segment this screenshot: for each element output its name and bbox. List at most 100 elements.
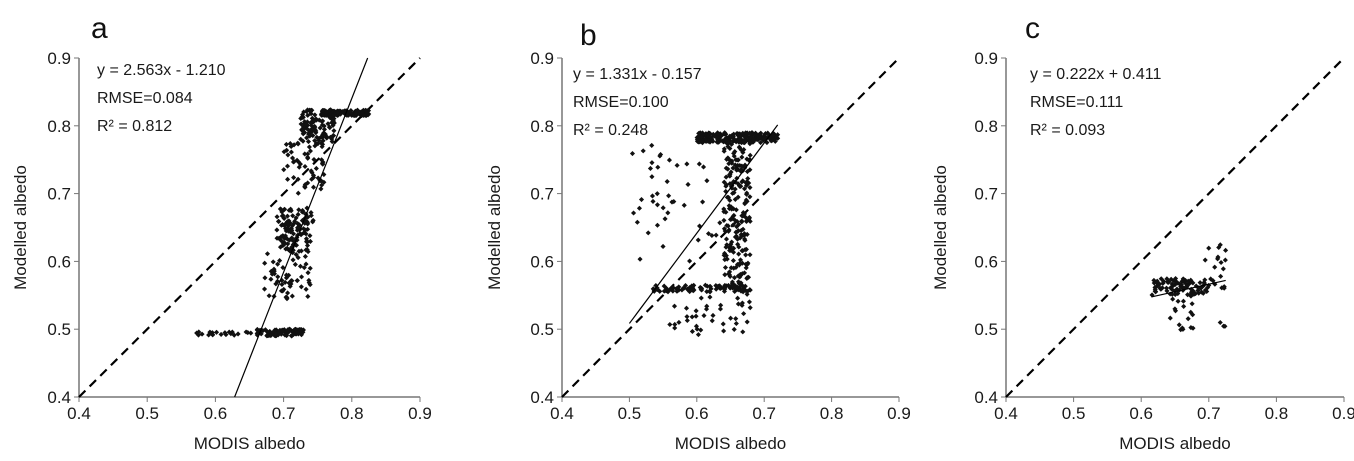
data-point [665, 210, 671, 216]
data-point [735, 295, 741, 301]
data-point [747, 152, 753, 158]
data-point [289, 293, 295, 299]
data-point [285, 290, 291, 296]
data-point [722, 272, 728, 278]
data-point [305, 270, 311, 276]
annotation-text: RMSE=0.100 [573, 94, 669, 111]
data-point [1158, 276, 1164, 282]
data-point [330, 117, 336, 123]
data-point [1197, 280, 1203, 286]
data-point [660, 243, 666, 250]
one-to-one-line [561, 57, 900, 398]
data-point [310, 217, 316, 223]
data-point [206, 332, 212, 338]
annotation-text: RMSE=0.084 [97, 90, 193, 107]
y-tick-label: 0.5 [530, 320, 554, 339]
data-point [666, 157, 672, 163]
data-point [235, 331, 241, 337]
data-point [1220, 266, 1226, 272]
data-point [696, 161, 702, 167]
one-to-one-line [1005, 57, 1345, 398]
data-point [690, 288, 696, 294]
data-point [666, 193, 672, 199]
data-point [693, 308, 699, 314]
x-tick-label: 0.4 [550, 404, 574, 423]
data-point [700, 199, 706, 205]
data-point [637, 256, 643, 262]
data-point [724, 256, 730, 262]
data-point [1152, 288, 1158, 294]
data-point [313, 165, 319, 172]
data-point [302, 151, 308, 157]
data-point [273, 331, 279, 337]
data-point [210, 332, 216, 338]
y-tick-label: 0.4 [974, 388, 998, 407]
data-point [1189, 301, 1195, 307]
data-point [647, 165, 653, 172]
y-tick-label: 0.6 [47, 252, 71, 271]
x-tick-label: 0.6 [1129, 404, 1153, 423]
data-point [292, 261, 298, 268]
data-point [283, 246, 289, 252]
data-point [296, 248, 302, 254]
data-point [654, 202, 660, 208]
x-tick-label: 0.5 [1062, 404, 1086, 423]
data-point [1181, 303, 1187, 309]
data-point [661, 288, 667, 294]
data-point [262, 260, 268, 266]
annotation-text: y = 1.331x - 0.157 [573, 66, 702, 83]
data-point [285, 327, 291, 333]
data-point [743, 218, 750, 225]
data-point [727, 273, 733, 279]
data-point [1219, 285, 1225, 291]
data-point [284, 163, 291, 169]
data-point [1154, 278, 1160, 284]
data-point [274, 278, 281, 284]
data-point [721, 328, 727, 334]
data-point [277, 206, 283, 212]
data-point [275, 274, 281, 280]
data-point [741, 137, 747, 143]
x-tick-label: 0.7 [752, 404, 776, 423]
data-point [268, 333, 274, 339]
data-point [704, 178, 710, 184]
data-point [284, 147, 290, 153]
data-point [306, 144, 312, 150]
data-point [199, 331, 205, 337]
y-tick-label: 0.9 [47, 49, 71, 68]
data-point [1188, 293, 1194, 299]
data-point [738, 227, 744, 234]
y-tick-label: 0.4 [530, 388, 554, 407]
data-point [744, 319, 750, 325]
data-point [698, 295, 704, 301]
data-point [699, 138, 705, 144]
data-point [707, 283, 713, 290]
x-tick-label: 0.6 [685, 404, 709, 423]
data-point [722, 130, 728, 136]
data-point [709, 318, 715, 324]
data-point [292, 218, 298, 224]
annotation-text: R² = 0.812 [97, 118, 172, 135]
y-axis-title: Modelled albedo [931, 165, 950, 290]
data-point [723, 174, 729, 180]
data-point [285, 176, 291, 182]
data-point [664, 178, 670, 185]
data-point [685, 181, 691, 188]
data-point [213, 329, 220, 335]
data-point [331, 128, 337, 134]
data-point [296, 164, 302, 170]
data-point [1218, 273, 1224, 279]
data-point [730, 222, 736, 228]
data-point [1218, 259, 1224, 266]
data-point [698, 327, 704, 333]
data-point [740, 248, 746, 254]
data-point [285, 152, 291, 158]
data-point [1185, 316, 1191, 322]
data-point [1170, 296, 1176, 302]
y-tick-label: 0.4 [47, 388, 71, 407]
data-point [297, 327, 303, 333]
x-tick-label: 0.9 [1332, 404, 1354, 423]
data-point [286, 228, 292, 234]
data-point [315, 141, 321, 147]
